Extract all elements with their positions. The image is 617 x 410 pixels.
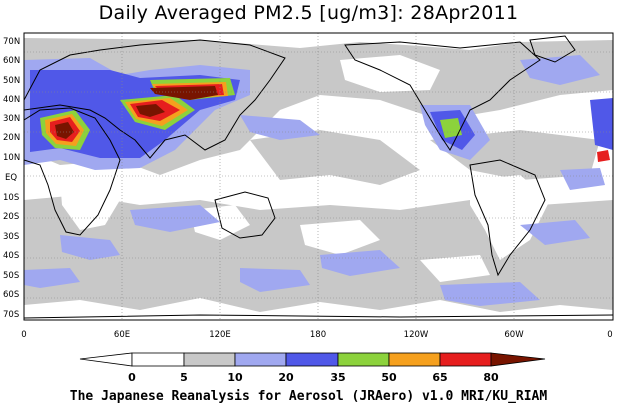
colorbar-tick: 20 [278, 371, 294, 384]
lon-label: 60W [504, 330, 524, 340]
graticule [24, 33, 613, 320]
lat-label: 30S [3, 232, 19, 242]
map-plot-area [24, 33, 613, 320]
lat-label: 20N [3, 133, 20, 143]
lon-label: 60E [114, 330, 130, 340]
lon-label: 0 [21, 330, 26, 340]
colorbar-tick: 5 [180, 371, 188, 384]
lat-label: 40S [3, 251, 19, 261]
colorbar-tick: 50 [381, 371, 397, 384]
lat-label: 50N [3, 76, 20, 86]
colorbar-segment [285, 352, 339, 367]
lon-axis: 0 60E 120E 180 120W 60W 0 [21, 330, 612, 340]
colorbar-tick: 80 [483, 371, 499, 384]
colorbar: 0 5 10 20 35 50 65 80 [79, 352, 546, 384]
lat-label: 70N [3, 37, 20, 47]
lon-label: 120W [404, 330, 429, 340]
colorbar-segment [388, 352, 441, 367]
colorbar-tick: 65 [432, 371, 447, 384]
colorbar-segment [79, 352, 133, 367]
lat-label: 10S [3, 193, 19, 203]
lat-label: EQ [5, 173, 17, 183]
lat-axis: 70N 60N 50N 40N 30N 20N 10N EQ 10S 20S 3… [3, 37, 20, 320]
lat-label: 60N [3, 56, 20, 66]
lat-label: 10N [3, 153, 20, 163]
credit-line: The Japanese Reanalysis for Aerosol (JRA… [69, 389, 548, 404]
colorbar-tick: 10 [227, 371, 243, 384]
lon-label: 120E [209, 330, 231, 340]
colorbar-tick: 0 [128, 371, 136, 384]
colorbar-segment [183, 352, 236, 367]
map-title: Daily Averaged PM2.5 [ug/m3]: 28Apr2011 [98, 2, 519, 24]
colorbar-segment [234, 352, 287, 367]
colorbar-tick: 35 [330, 371, 345, 384]
colorbar-segment [439, 352, 492, 367]
map-frame [23, 32, 614, 321]
lat-label: 50S [3, 271, 19, 281]
coastlines [24, 35, 613, 319]
lat-label: 30N [3, 114, 20, 124]
lat-label: 70S [3, 310, 19, 320]
lat-label: 60S [3, 290, 19, 300]
lon-label: 0 [607, 330, 612, 340]
colorbar-segment [131, 352, 185, 367]
colorbar-segment [490, 352, 546, 367]
colorbar-segment [337, 352, 390, 367]
lon-label: 180 [310, 330, 326, 340]
pm25-layer-80-plus [55, 86, 218, 139]
lat-label: 20S [3, 212, 19, 222]
lat-label: 40N [3, 95, 20, 105]
